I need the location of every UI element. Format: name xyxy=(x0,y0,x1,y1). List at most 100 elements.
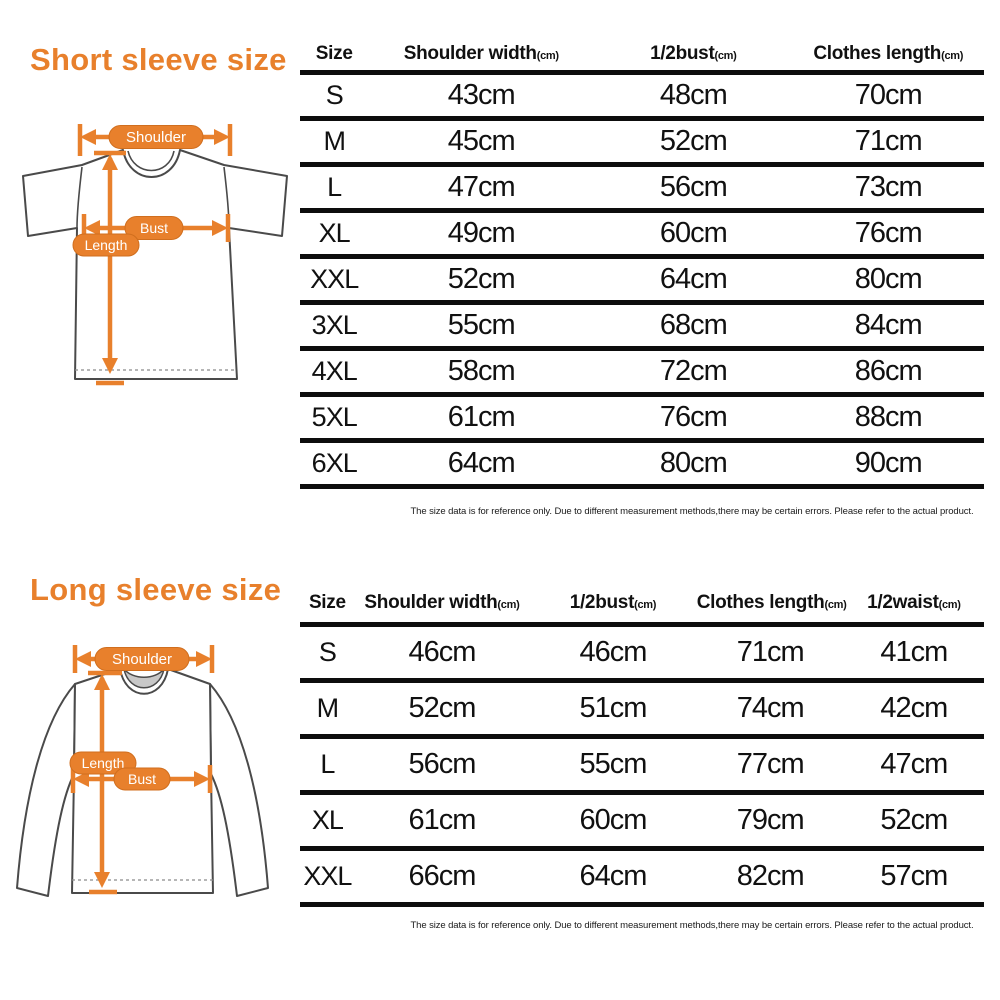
long-sleeve-size-table: Size Shoulder width(cm) 1/2bust(cm) Clothes… xyxy=(300,582,984,907)
shoulder-label-pill xyxy=(108,125,204,149)
bust-arrow-head-left xyxy=(84,220,100,236)
bust-label: Bust xyxy=(140,220,168,236)
value-cell: 82cm xyxy=(736,860,805,892)
value-cell: 52cm xyxy=(659,125,728,157)
length-label-pill xyxy=(72,233,140,257)
column-label: Shoulder width xyxy=(364,591,498,613)
column-unit: (cm) xyxy=(634,598,657,611)
value-cell: 80cm xyxy=(659,447,728,479)
short-sleeve-size-table: Size Shoulder width(cm) 1/2bust(cm) Clothes… xyxy=(300,36,984,489)
shoulder-arrow-head-right xyxy=(196,651,212,667)
size-cell: 5XL xyxy=(311,402,358,432)
length-arrow-head-top xyxy=(102,154,118,170)
column-unit: (cm) xyxy=(824,598,847,611)
table-row: 6XL 64cm 80cm 90cm xyxy=(300,443,984,489)
short-sleeve-shirt-outline xyxy=(22,149,288,380)
size-cell: L xyxy=(320,749,335,779)
short-sleeve-footnote: The size data is for reference only. Due… xyxy=(410,506,974,517)
long-sleeve-title: Long sleeve size xyxy=(30,572,282,607)
value-cell: 49cm xyxy=(447,217,516,249)
value-cell: 52cm xyxy=(447,263,516,295)
table-header-row: Size Shoulder width(cm) 1/2bust(cm) Clothes… xyxy=(300,582,984,627)
value-cell: 57cm xyxy=(880,860,948,892)
short-sleeve-title: Short sleeve size xyxy=(30,42,287,77)
length-arrow-caps xyxy=(88,670,122,895)
table-row: 3XL 55cm 68cm 84cm xyxy=(300,305,984,351)
column-header: 1/2bust(cm) xyxy=(529,593,697,612)
left-sleeve-seam xyxy=(76,166,83,229)
length-label-pill xyxy=(69,751,137,775)
value-cell: 71cm xyxy=(736,636,805,668)
value-cell: 52cm xyxy=(408,692,476,724)
shoulder-arrow-caps xyxy=(77,124,233,156)
collar-seam xyxy=(127,150,175,172)
bust-label-pill xyxy=(124,216,184,240)
value-cell: 42cm xyxy=(880,692,948,724)
short-sleeve-diagram: Shoulder Bust Length xyxy=(22,124,288,386)
column-label: Shoulder width xyxy=(403,42,537,64)
shoulder-label: Shoulder xyxy=(112,651,172,668)
length-arrow-head-top xyxy=(94,674,110,690)
long-sleeve-diagram: Shoulder Length Bust xyxy=(16,645,269,897)
value-cell: 46cm xyxy=(408,636,476,668)
table-row: 4XL 58cm 72cm 86cm xyxy=(300,351,984,397)
size-cell: XXL xyxy=(303,861,352,891)
column-header: Shoulder width(cm) xyxy=(355,593,529,612)
long-sleeve-left-sleeve xyxy=(16,683,76,897)
bust-label-pill xyxy=(113,767,171,791)
column-header: Clothes length(cm) xyxy=(696,591,847,613)
shoulder-arrow-head-right xyxy=(214,129,230,145)
value-cell: 61cm xyxy=(408,804,476,836)
value-cell: 56cm xyxy=(408,748,476,780)
column-label: Size xyxy=(315,42,353,64)
size-cell: XL xyxy=(318,218,351,248)
column-label: Clothes length xyxy=(696,591,825,613)
value-cell: 46cm xyxy=(579,636,647,668)
value-cell: 79cm xyxy=(736,804,805,836)
length-arrow-head-bottom xyxy=(102,358,118,374)
column-label: 1/2waist xyxy=(867,591,939,613)
size-cell: XXL xyxy=(310,264,359,294)
value-cell: 88cm xyxy=(854,401,923,433)
column-unit: (cm) xyxy=(497,598,520,611)
column-header: Size xyxy=(300,44,368,63)
column-label: 1/2bust xyxy=(569,591,635,613)
value-cell: 80cm xyxy=(854,263,923,295)
size-cell: M xyxy=(323,126,346,156)
value-cell: 64cm xyxy=(579,860,647,892)
table-row: XXL 66cm 64cm 82cm 57cm xyxy=(300,851,984,907)
table-row: XL 61cm 60cm 79cm 52cm xyxy=(300,795,984,851)
bust-arrow-head-right xyxy=(194,771,210,787)
value-cell: 60cm xyxy=(659,217,728,249)
value-cell: 76cm xyxy=(854,217,923,249)
value-cell: 60cm xyxy=(579,804,647,836)
column-unit: (cm) xyxy=(938,598,961,611)
value-cell: 51cm xyxy=(579,692,647,724)
shoulder-label: Shoulder xyxy=(126,129,186,146)
size-cell: XL xyxy=(311,805,344,835)
value-cell: 70cm xyxy=(854,79,923,111)
value-cell: 55cm xyxy=(447,309,516,341)
value-cell: 61cm xyxy=(447,401,516,433)
table-header-row: Size Shoulder width(cm) 1/2bust(cm) Clothes… xyxy=(300,36,984,75)
column-unit: (cm) xyxy=(536,49,559,62)
value-cell: 71cm xyxy=(854,125,923,157)
column-header: Size xyxy=(300,593,355,612)
value-cell: 48cm xyxy=(659,79,728,111)
table-row: L 47cm 56cm 73cm xyxy=(300,167,984,213)
value-cell: 47cm xyxy=(880,748,948,780)
size-cell: S xyxy=(318,637,337,667)
value-cell: 47cm xyxy=(447,171,516,203)
column-header: Shoulder width(cm) xyxy=(368,44,594,63)
table-row: M 45cm 52cm 71cm xyxy=(300,121,984,167)
value-cell: 74cm xyxy=(736,692,805,724)
length-arrow-head-bottom xyxy=(94,872,110,888)
size-cell: 6XL xyxy=(311,448,358,478)
column-label: Size xyxy=(308,591,346,613)
shoulder-label-pill xyxy=(94,647,190,671)
value-cell: 41cm xyxy=(880,636,948,668)
table-row: S 43cm 48cm 70cm xyxy=(300,75,984,121)
value-cell: 45cm xyxy=(447,125,516,157)
bust-arrow-head-left xyxy=(73,771,89,787)
value-cell: 66cm xyxy=(408,860,476,892)
